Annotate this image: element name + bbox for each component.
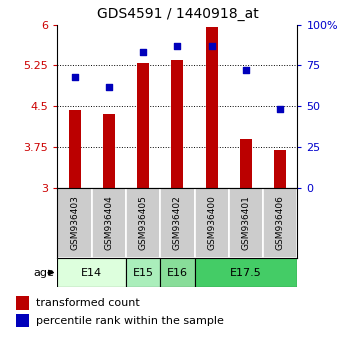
Bar bbox=[229, 188, 263, 258]
Text: E17.5: E17.5 bbox=[230, 268, 262, 278]
Bar bbox=[195, 188, 229, 258]
Text: age: age bbox=[33, 268, 54, 278]
Bar bbox=[92, 188, 126, 258]
Bar bbox=[160, 188, 195, 258]
Point bbox=[72, 74, 77, 80]
Text: E15: E15 bbox=[133, 268, 154, 278]
Bar bbox=[195, 258, 297, 287]
Point bbox=[106, 84, 112, 90]
Point bbox=[243, 68, 249, 73]
Title: GDS4591 / 1440918_at: GDS4591 / 1440918_at bbox=[97, 7, 258, 21]
Bar bbox=[17, 314, 29, 327]
Bar bbox=[274, 150, 286, 188]
Bar bbox=[69, 110, 80, 188]
Text: GSM936404: GSM936404 bbox=[104, 196, 113, 250]
Bar bbox=[57, 258, 126, 287]
Point bbox=[175, 43, 180, 49]
Text: GSM936403: GSM936403 bbox=[70, 195, 79, 251]
Text: E14: E14 bbox=[81, 268, 102, 278]
Bar bbox=[240, 139, 252, 188]
Point bbox=[277, 107, 283, 112]
Text: GSM936405: GSM936405 bbox=[139, 195, 148, 251]
Bar bbox=[103, 114, 115, 188]
Text: E16: E16 bbox=[167, 268, 188, 278]
Text: GSM936400: GSM936400 bbox=[207, 195, 216, 251]
Bar bbox=[57, 188, 92, 258]
Bar bbox=[126, 258, 160, 287]
Text: GSM936406: GSM936406 bbox=[276, 195, 285, 251]
Bar bbox=[17, 296, 29, 310]
Bar bbox=[171, 60, 184, 188]
Bar bbox=[263, 188, 297, 258]
Bar bbox=[160, 258, 195, 287]
Text: GSM936402: GSM936402 bbox=[173, 196, 182, 250]
Text: transformed count: transformed count bbox=[36, 298, 140, 308]
Bar bbox=[137, 63, 149, 188]
Text: percentile rank within the sample: percentile rank within the sample bbox=[36, 316, 224, 326]
Text: GSM936401: GSM936401 bbox=[242, 195, 250, 251]
Point bbox=[209, 43, 214, 49]
Bar bbox=[126, 188, 160, 258]
Point bbox=[141, 50, 146, 55]
Bar bbox=[206, 28, 218, 188]
